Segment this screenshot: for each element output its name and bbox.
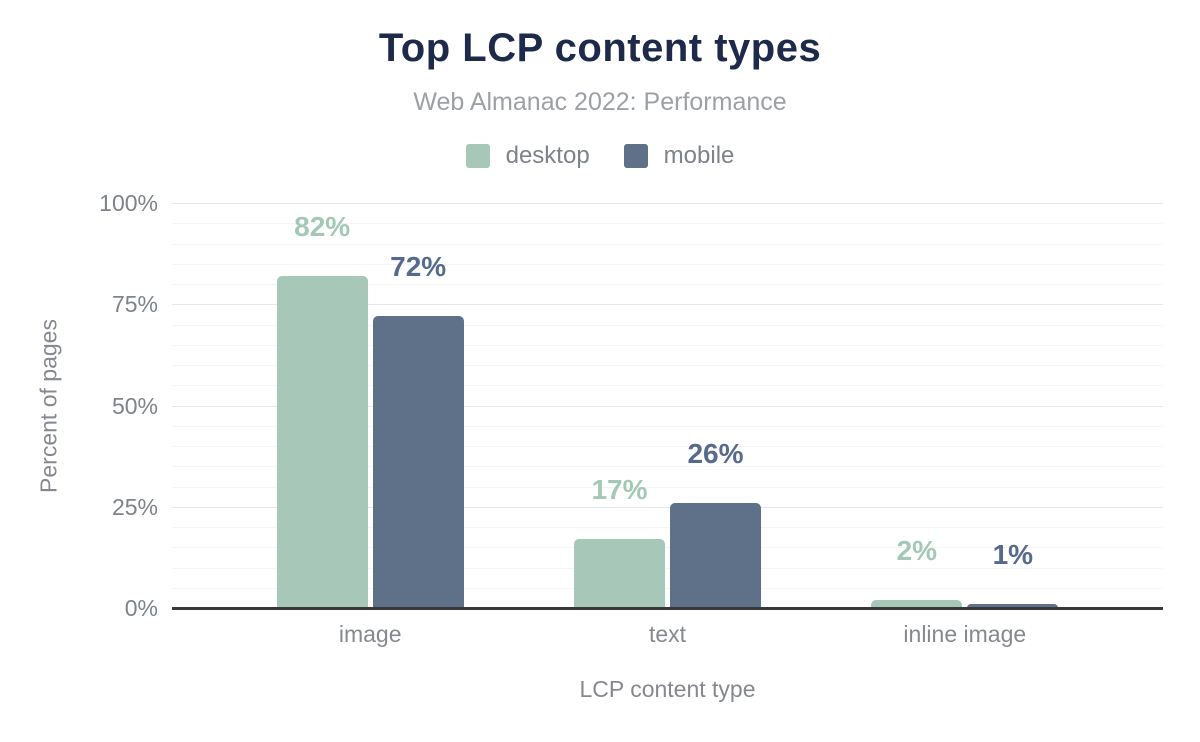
bar-mobile-image[interactable] <box>372 316 464 608</box>
y-tick-label: 25% <box>111 493 158 520</box>
legend-item-desktop: desktop <box>465 142 590 170</box>
y-tick-label: 75% <box>111 291 158 318</box>
y-tick-label: 100% <box>99 190 158 216</box>
gridline-minor <box>172 223 1163 225</box>
gridline-minor <box>172 324 1163 326</box>
gridline-minor <box>172 547 1163 549</box>
x-tick-label-image: image <box>338 621 402 647</box>
gridline-minor <box>172 284 1163 285</box>
bar-mobile-inline-image[interactable] <box>967 603 1059 608</box>
gridline-minor <box>172 567 1163 569</box>
bar-desktop-text[interactable] <box>574 539 665 608</box>
gridline-major <box>172 203 1163 204</box>
chart-title: Top LCP content types <box>378 26 822 70</box>
gridline-minor <box>172 365 1163 366</box>
bar-value-label-mobile-image: 72% <box>390 251 447 283</box>
bar-desktop-image[interactable] <box>276 275 368 608</box>
chart-subtitle: Web Almanac 2022: Performance <box>413 88 787 116</box>
plot-area: 82% 72% 17% 26% 2% 1% <box>172 203 1163 608</box>
legend-item-mobile: mobile <box>623 142 735 170</box>
gridline-minor <box>172 587 1163 589</box>
gridline-minor <box>172 344 1163 346</box>
x-tick-label-inline-image: inline image <box>903 621 1027 647</box>
gridline-minor <box>172 446 1163 447</box>
bar-value-label-mobile-inline-image: 1% <box>992 538 1034 570</box>
bar-value-label-mobile-text: 26% <box>687 437 744 469</box>
gridline-major <box>172 304 1163 306</box>
x-tick-label-text: text <box>648 621 687 647</box>
bar-mobile-text[interactable] <box>670 502 761 608</box>
gridline-minor <box>172 527 1163 528</box>
chart-legend: desktop mobile <box>0 142 1200 170</box>
gridline-minor <box>172 263 1163 265</box>
x-axis-title: LCP content type <box>579 676 756 702</box>
gridline-minor <box>172 385 1163 387</box>
x-axis-line <box>172 607 1163 610</box>
bar-desktop-inline-image[interactable] <box>871 599 963 608</box>
gridline-minor <box>172 425 1163 427</box>
gridline-major <box>172 405 1163 407</box>
legend-swatch-desktop <box>465 144 490 168</box>
bar-value-label-desktop-text: 17% <box>591 474 648 506</box>
gridline-major <box>172 506 1163 508</box>
legend-label-desktop: desktop <box>505 142 590 169</box>
bar-value-label-desktop-image: 82% <box>294 210 351 242</box>
y-tick-label: 0% <box>124 595 158 621</box>
gridline-minor <box>172 486 1163 488</box>
gridline-minor <box>172 466 1163 468</box>
y-tick-label: 50% <box>111 392 158 419</box>
bar-value-label-desktop-inline-image: 2% <box>896 534 938 566</box>
legend-label-mobile: mobile <box>663 142 735 169</box>
legend-swatch-mobile <box>623 144 648 168</box>
gridline-minor <box>172 243 1163 245</box>
